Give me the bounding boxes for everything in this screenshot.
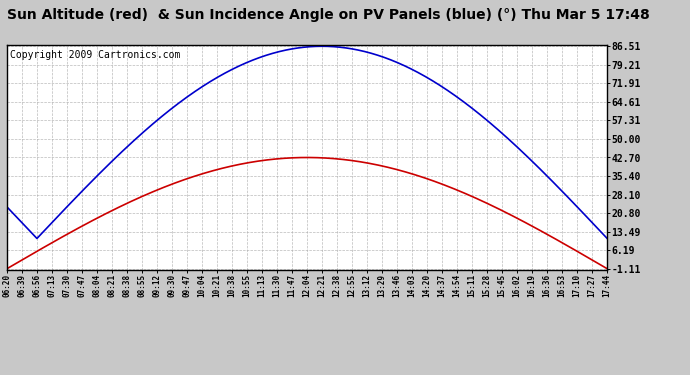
Text: Copyright 2009 Cartronics.com: Copyright 2009 Cartronics.com	[10, 50, 180, 60]
Text: Sun Altitude (red)  & Sun Incidence Angle on PV Panels (blue) (°) Thu Mar 5 17:4: Sun Altitude (red) & Sun Incidence Angle…	[7, 8, 650, 21]
